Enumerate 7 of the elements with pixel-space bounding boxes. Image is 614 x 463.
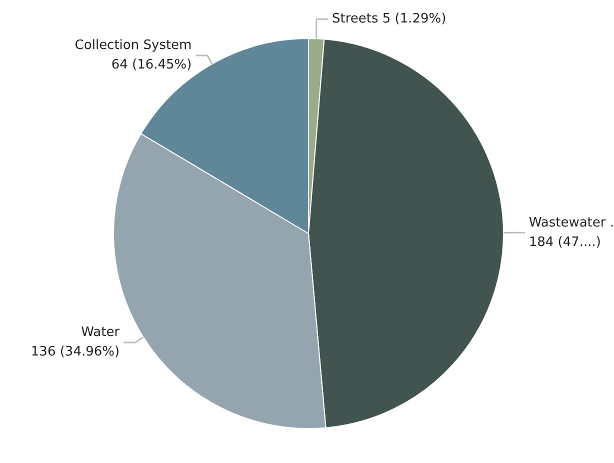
data-label: 64 (16.45%) (111, 58, 192, 73)
data-label: 184 (47....) (528, 234, 602, 250)
slice-label: Streets 5 (1.29%) (332, 12, 446, 27)
slice-label: Collection System (74, 38, 192, 54)
slice-label: Wastewater . (528, 215, 614, 230)
data-label: 136 (34.96%) (30, 344, 120, 360)
slice-label: Water (81, 325, 120, 340)
